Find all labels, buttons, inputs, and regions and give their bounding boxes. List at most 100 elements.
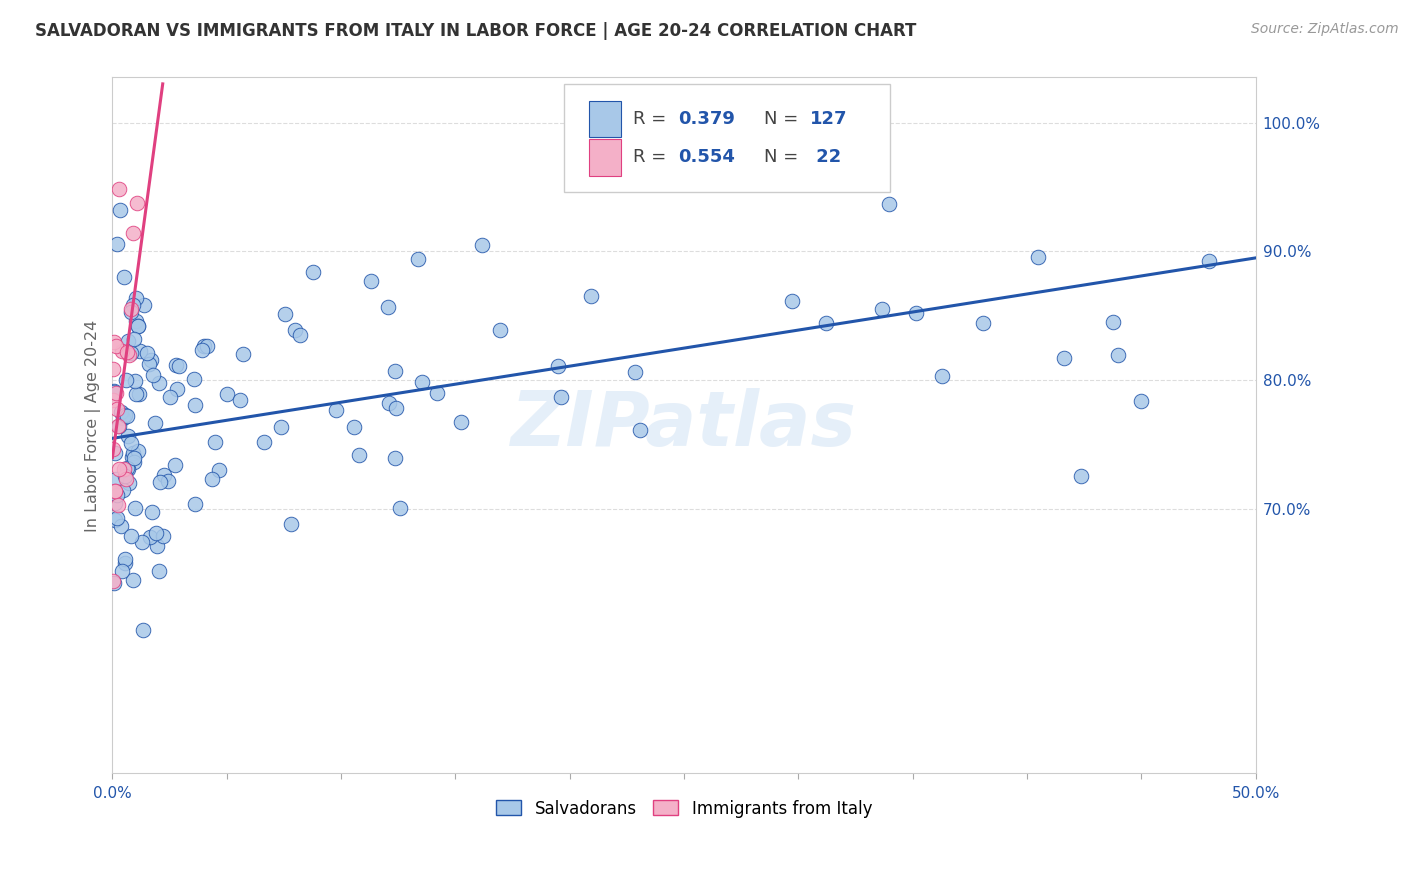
- Point: [148, 564, 170, 578]
- Point: [122, 451, 145, 466]
- Point: [118, 476, 141, 491]
- Point: [124, 291, 146, 305]
- Point: [411, 376, 433, 390]
- Point: [1130, 394, 1153, 409]
- Point: [105, 402, 128, 417]
- Point: [623, 365, 645, 379]
- Point: [166, 382, 188, 396]
- Point: [122, 298, 145, 312]
- Text: 22: 22: [810, 148, 841, 167]
- FancyBboxPatch shape: [589, 139, 621, 176]
- Point: [302, 265, 325, 279]
- Point: [488, 323, 510, 337]
- Point: [1053, 351, 1076, 365]
- Point: [121, 529, 143, 543]
- Point: [426, 385, 449, 400]
- Point: [229, 392, 252, 407]
- Point: [121, 227, 143, 241]
- Point: [108, 419, 131, 434]
- Point: [132, 298, 155, 312]
- Point: [163, 458, 186, 472]
- Text: 0.379: 0.379: [678, 111, 735, 128]
- Point: [112, 462, 135, 476]
- Point: [388, 500, 411, 515]
- Point: [114, 408, 136, 422]
- Point: [103, 384, 125, 399]
- Point: [385, 401, 408, 416]
- Point: [121, 450, 143, 465]
- Point: [107, 236, 129, 251]
- Point: [115, 344, 138, 359]
- Point: [471, 237, 494, 252]
- Point: [118, 348, 141, 362]
- Point: [148, 376, 170, 390]
- Point: [101, 574, 124, 588]
- Point: [183, 372, 205, 386]
- Point: [120, 436, 142, 450]
- Point: [110, 564, 132, 578]
- Point: [145, 539, 167, 553]
- Point: [132, 623, 155, 637]
- Point: [972, 316, 994, 330]
- Point: [217, 387, 239, 401]
- Point: [152, 529, 174, 543]
- Point: [201, 472, 224, 486]
- Point: [191, 343, 214, 358]
- Point: [103, 575, 125, 590]
- Point: [347, 449, 370, 463]
- Point: [103, 442, 125, 456]
- Point: [193, 339, 215, 353]
- FancyBboxPatch shape: [589, 101, 621, 137]
- Point: [117, 460, 139, 475]
- Point: [120, 302, 142, 317]
- Point: [124, 333, 146, 347]
- Point: [114, 552, 136, 566]
- Point: [112, 483, 135, 497]
- Point: [142, 368, 165, 383]
- Point: [284, 323, 307, 337]
- Point: [111, 344, 134, 359]
- Point: [103, 334, 125, 349]
- Point: [122, 455, 145, 469]
- Point: [108, 182, 131, 196]
- Point: [103, 392, 125, 407]
- Point: [120, 346, 142, 360]
- Point: [184, 398, 207, 412]
- Point: [128, 387, 150, 401]
- Point: [114, 556, 136, 570]
- Point: [117, 334, 139, 348]
- Point: [112, 269, 135, 284]
- Point: [122, 446, 145, 460]
- Point: [931, 368, 953, 383]
- Point: [127, 319, 149, 334]
- Point: [159, 390, 181, 404]
- Point: [628, 423, 651, 437]
- Point: [104, 339, 127, 353]
- Point: [127, 444, 149, 458]
- Point: [253, 434, 276, 449]
- Point: [127, 195, 149, 210]
- Point: [104, 484, 127, 499]
- Point: [104, 446, 127, 460]
- Point: [110, 519, 132, 533]
- Point: [112, 411, 135, 425]
- Text: Source: ZipAtlas.com: Source: ZipAtlas.com: [1251, 22, 1399, 37]
- Point: [274, 307, 297, 321]
- Point: [104, 386, 127, 401]
- Point: [325, 403, 347, 417]
- Point: [127, 319, 149, 334]
- Legend: Salvadorans, Immigrants from Italy: Salvadorans, Immigrants from Italy: [489, 793, 879, 824]
- Point: [1026, 250, 1049, 264]
- Point: [125, 386, 148, 401]
- Point: [149, 475, 172, 490]
- Point: [131, 535, 153, 549]
- Point: [384, 451, 406, 466]
- Point: [360, 274, 382, 288]
- Point: [877, 197, 900, 211]
- Text: 0.554: 0.554: [678, 148, 735, 167]
- Point: [550, 390, 572, 404]
- Point: [153, 467, 176, 482]
- Point: [1070, 468, 1092, 483]
- Point: [128, 343, 150, 358]
- Point: [103, 384, 125, 399]
